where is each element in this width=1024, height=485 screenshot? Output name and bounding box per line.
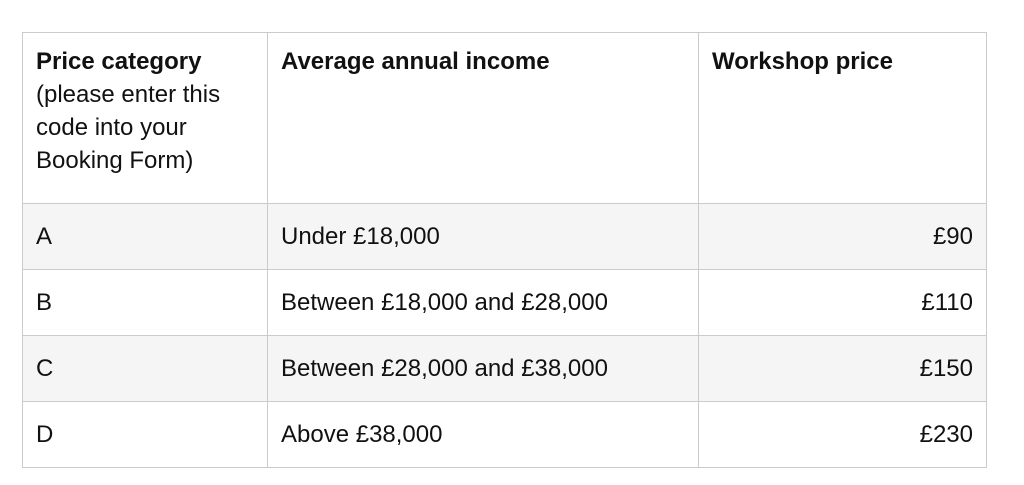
price-category-header-note: (please enter this code into your Bookin…	[36, 81, 221, 174]
table-header-row: Price category (please enter this code i…	[22, 32, 987, 204]
header-cell-workshop-price: Workshop price	[698, 32, 987, 204]
workshop-pricing-table: Price category (please enter this code i…	[22, 32, 987, 468]
header-cell-average-annual-income: Average annual income	[267, 32, 699, 204]
category-code-cell: D	[22, 401, 268, 468]
workshop-price-cell: £230	[698, 401, 987, 468]
table-row-d: D Above £38,000 £230	[22, 401, 987, 468]
table-row-b: B Between £18,000 and £28,000 £110	[22, 269, 987, 336]
category-code-cell: B	[22, 269, 268, 336]
table-row-a: A Under £18,000 £90	[22, 203, 987, 270]
income-range-cell: Above £38,000	[267, 401, 699, 468]
header-cell-price-category: Price category (please enter this code i…	[22, 32, 268, 204]
category-code-cell: A	[22, 203, 268, 270]
category-code-cell: C	[22, 335, 268, 402]
table-row-c: C Between £28,000 and £38,000 £150	[22, 335, 987, 402]
workshop-price-cell: £150	[698, 335, 987, 402]
price-category-header-title: Price category	[36, 48, 202, 75]
income-range-cell: Between £28,000 and £38,000	[267, 335, 699, 402]
income-range-cell: Under £18,000	[267, 203, 699, 270]
workshop-price-cell: £110	[698, 269, 987, 336]
workshop-price-cell: £90	[698, 203, 987, 270]
income-range-cell: Between £18,000 and £28,000	[267, 269, 699, 336]
